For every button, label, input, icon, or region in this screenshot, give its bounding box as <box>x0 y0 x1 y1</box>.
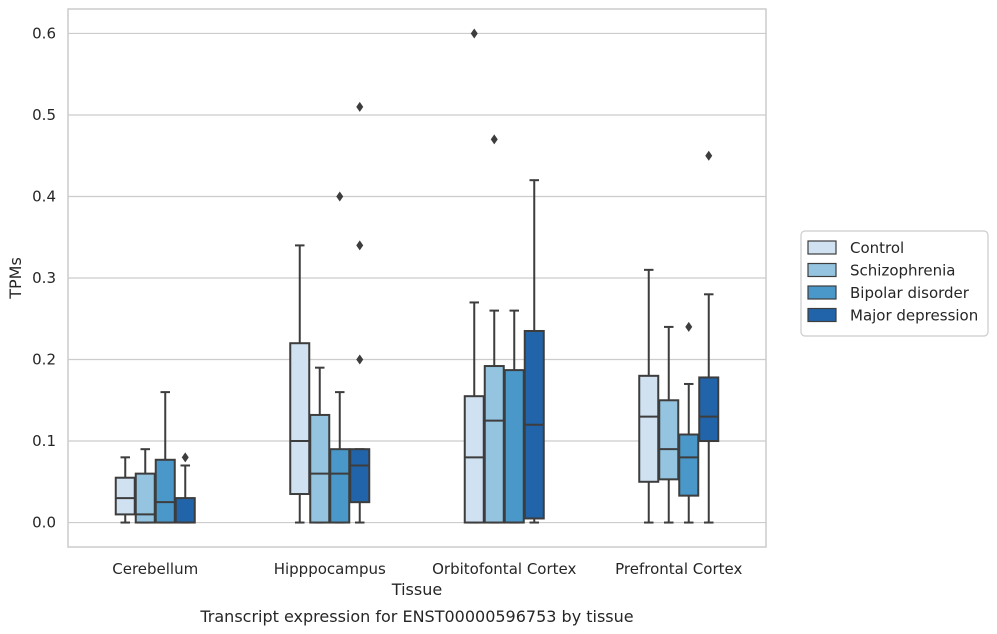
x-axis-label: Tissue <box>391 580 442 599</box>
box-iqr <box>698 376 720 443</box>
x-tick-label: Hipppocampus <box>274 560 386 578</box>
legend-swatch <box>807 262 837 278</box>
box-iqr <box>503 369 525 524</box>
box-bipolar-disorder-cerebellum <box>154 391 176 524</box>
legend: Control Schizophrenia Bipolar disorder Majo… <box>800 230 989 337</box>
outlier-point <box>685 321 693 332</box>
box-control-hipppocampus <box>289 244 311 524</box>
box-iqr <box>309 413 331 524</box>
legend-swatch <box>807 285 837 300</box>
box-iqr <box>114 476 136 516</box>
box-major-depression-hipppocampus <box>349 101 371 524</box>
box-iqr <box>329 448 351 524</box>
box-bipolar-disorder-orbitofontal-cortex <box>503 309 525 524</box>
box-iqr <box>349 448 371 504</box>
box-iqr <box>289 342 311 496</box>
legend-label: Major depression <box>850 307 978 325</box>
y-tick-label: 0.4 <box>32 187 56 205</box>
x-tick-label: Orbitofontal Cortex <box>432 560 576 578</box>
box-iqr <box>174 497 196 524</box>
y-tick-label: 0.1 <box>32 432 56 450</box>
box-control-orbitofontal-cortex <box>463 28 485 524</box>
y-tick-label: 0.0 <box>32 514 56 532</box>
box-schizophrenia-hipppocampus <box>309 366 331 524</box>
box-major-depression-orbitofontal-cortex <box>523 179 545 524</box>
outlier-point <box>356 240 364 251</box>
x-tick-label: Prefrontal Cortex <box>615 560 742 578</box>
outlier-point <box>356 354 364 365</box>
box-schizophrenia-prefrontal-cortex <box>658 325 680 524</box>
outlier-point <box>336 191 344 202</box>
y-axis-label: TPMs <box>6 257 25 300</box>
outlier-point <box>470 28 478 39</box>
x-axis-ticks: Cerebellum Hipppocampus Orbitofontal Corte… <box>112 560 742 578</box>
box-iqr <box>154 458 176 524</box>
outlier-point <box>356 101 364 112</box>
outlier-point <box>490 134 498 145</box>
legend-frame <box>800 230 989 337</box>
box-major-depression-cerebellum <box>174 452 196 524</box>
box-groups <box>114 28 720 524</box>
y-tick-label: 0.5 <box>32 106 56 124</box>
outlier-point <box>705 150 713 161</box>
y-tick-label: 0.6 <box>32 24 56 42</box>
gridlines <box>68 32 766 524</box>
outlier-point <box>181 452 189 463</box>
box-iqr <box>463 395 485 524</box>
plot-area-frame <box>67 8 767 548</box>
legend-swatch <box>807 307 837 323</box>
box-control-cerebellum <box>114 456 136 524</box>
box-iqr <box>678 433 700 497</box>
legend-label: Bipolar disorder <box>850 284 970 302</box>
box-iqr <box>483 365 505 524</box>
box-control-prefrontal-cortex <box>638 268 660 524</box>
x-tick-label: Cerebellum <box>112 560 198 578</box>
box-iqr <box>658 399 680 481</box>
y-tick-label: 0.3 <box>32 269 56 287</box>
box-major-depression-prefrontal-cortex <box>698 150 720 524</box>
chart-caption: Transcript expression for ENST0000059675… <box>199 607 633 626</box>
box-bipolar-disorder-prefrontal-cortex <box>678 321 700 524</box>
box-bipolar-disorder-hipppocampus <box>329 191 351 524</box>
box-schizophrenia-cerebellum <box>134 448 156 524</box>
legend-label: Schizophrenia <box>850 262 955 280</box>
box-iqr <box>638 374 660 483</box>
box-schizophrenia-orbitofontal-cortex <box>483 134 505 524</box>
y-axis-ticks: 0.0 0.1 0.2 0.3 0.4 0.5 0.6 <box>32 24 56 531</box>
y-tick-label: 0.2 <box>32 351 56 369</box>
legend-label: Control <box>850 239 904 257</box>
legend-swatch <box>807 240 837 255</box>
